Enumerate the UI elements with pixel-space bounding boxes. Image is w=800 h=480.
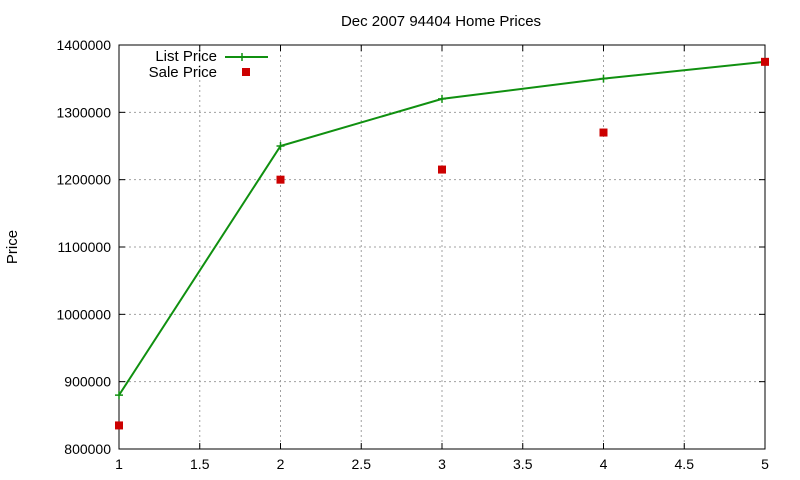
list-price-point: [276, 142, 285, 150]
y-tick-label: 1300000: [56, 104, 111, 120]
y-tick-label: 1400000: [56, 37, 111, 53]
y-tick-label: 1200000: [56, 172, 111, 188]
x-tick-label: 5: [761, 456, 769, 472]
plot-frame: [118, 44, 766, 450]
legend-marker-sale-price: [242, 68, 250, 76]
x-tick-label: 1.5: [190, 456, 210, 472]
list-price-point: [438, 94, 446, 103]
chart-title: Dec 2007 94404 Home Prices: [341, 13, 541, 30]
legend-label-list-price: List Price: [155, 48, 217, 65]
sale-price-point: [276, 175, 285, 184]
grid: [119, 45, 765, 449]
sale-price-point: [599, 128, 608, 137]
x-tick-label: 2.5: [352, 456, 372, 472]
y-tick-label: 1100000: [58, 239, 112, 255]
list-price-point: [599, 74, 608, 83]
axis-ticks: 1 1.5 2 2.5 3 3.5 4 4.5 5 800000 900000 1000000 1100…: [56, 37, 769, 472]
x-tick-label: 4: [600, 456, 608, 472]
x-tick-label: 2: [277, 456, 285, 472]
legend: List Price Sale Price: [149, 48, 268, 81]
x-tick-label: 3: [438, 456, 446, 472]
y-tick-label: 1000000: [56, 306, 111, 322]
sale-price-point: [438, 165, 446, 174]
x-tick-label: 1: [115, 456, 123, 472]
sale-price-point: [761, 57, 769, 66]
y-tick-label: 900000: [64, 374, 111, 390]
x-tick-label: 3.5: [513, 456, 533, 472]
legend-marker-list-price: [238, 53, 246, 61]
series-layer: [115, 57, 769, 430]
list-price-point: [115, 391, 123, 400]
x-tick-label: 4.5: [675, 456, 695, 472]
sale-price-point: [115, 421, 123, 430]
legend-label-sale-price: Sale Price: [149, 64, 217, 81]
y-tick-label: 800000: [64, 441, 111, 457]
y-axis-label: Price: [4, 230, 21, 264]
